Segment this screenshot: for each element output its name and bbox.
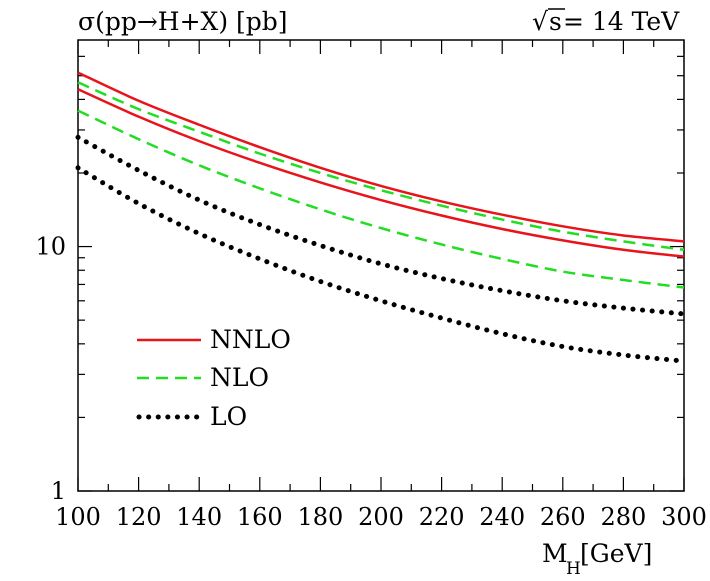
series-nnlo-upper-curve (77, 71, 685, 243)
sqrt-symbol: √ (532, 7, 548, 36)
axis-ticks (77, 40, 685, 492)
x-tick-label: 180 (297, 503, 343, 531)
series-nnlo-lower-curve (77, 88, 685, 258)
x-tick-label: 280 (600, 503, 646, 531)
x-tick-label: 260 (540, 503, 586, 531)
x-tick-label: 200 (358, 503, 404, 531)
x-tick-labels: 100 120 140 160 180 200 220 240 260 280 300 (55, 503, 707, 531)
legend-label-lo: LO (210, 402, 247, 431)
x-tick-label: 240 (479, 503, 525, 531)
series-lo-lower-curve (75, 165, 687, 364)
x-axis-label-main: M (542, 539, 568, 568)
series-curves (75, 71, 687, 364)
x-axis-label-unit: [GeV] (580, 539, 652, 568)
x-axis-label: M H [GeV] (542, 539, 652, 579)
y-tick-label: 1 (51, 477, 66, 505)
x-axis-label-subscript: H (566, 559, 581, 579)
energy-annotation: √ s = 14 TeV (532, 7, 680, 36)
series-nlo-upper-curve (77, 81, 685, 252)
energy-value: = 14 TeV (563, 7, 680, 36)
series-nlo-lower-curve (77, 109, 685, 289)
plot-frame (77, 39, 685, 492)
legend-label-nlo: NLO (210, 363, 269, 392)
chart-title: σ(pp→H+X) [pb] (78, 7, 288, 36)
legend-label-nnlo: NNLO (210, 325, 291, 354)
x-tick-label: 140 (176, 503, 222, 531)
x-tick-label: 160 (237, 503, 283, 531)
x-tick-label: 300 (661, 503, 707, 531)
y-tick-labels: 1 10 (35, 233, 66, 505)
y-tick-label: 10 (35, 233, 66, 261)
series-lo-upper-curve (75, 134, 687, 317)
sqrt-s-variable: s (549, 7, 562, 36)
x-tick-label: 120 (116, 503, 162, 531)
x-tick-label: 100 (55, 503, 101, 531)
x-tick-label: 220 (419, 503, 465, 531)
legend: NNLO NLO LO (136, 325, 291, 431)
